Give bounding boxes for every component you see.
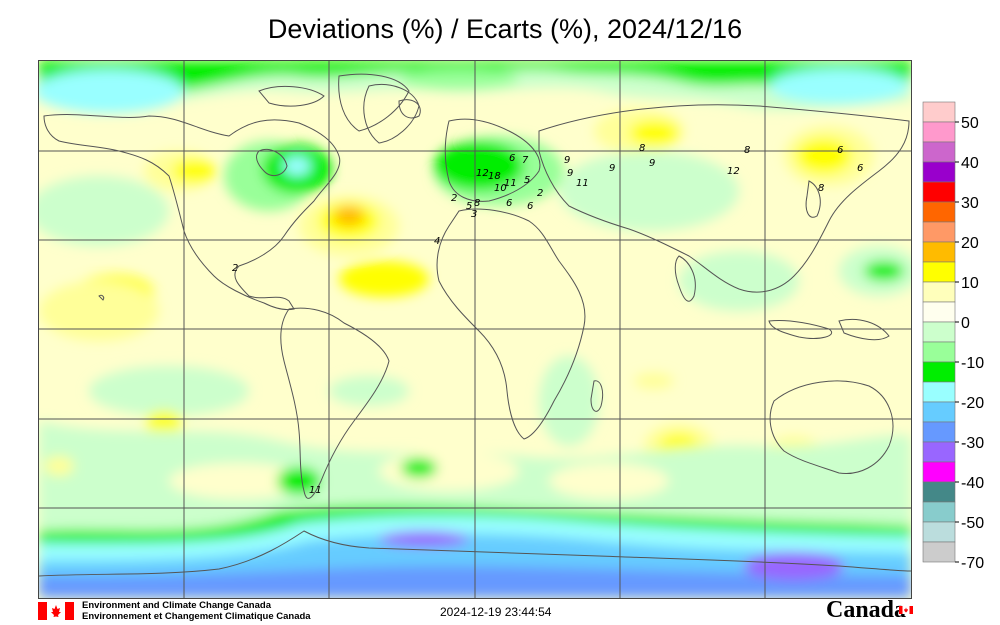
legend-swatch bbox=[922, 321, 956, 343]
legend-swatch bbox=[922, 361, 956, 383]
legend-swatch bbox=[922, 441, 956, 463]
graticule bbox=[39, 61, 911, 598]
legend-swatch bbox=[922, 301, 956, 323]
coastlines bbox=[38, 73, 912, 577]
station-label: 3 bbox=[471, 209, 477, 220]
station-label: 10 bbox=[494, 183, 507, 194]
station-label: 12 bbox=[727, 166, 740, 177]
map-canvas: 2 8 9 8 12 6 8 6 9 9 6 7 12 18 11 10 5 1… bbox=[29, 61, 919, 598]
deviation-map: 2 8 9 8 12 6 8 6 9 9 6 7 12 18 11 10 5 1… bbox=[29, 60, 919, 599]
canada-flag-icon bbox=[38, 602, 74, 625]
station-label: 8 bbox=[474, 198, 480, 209]
legend-swatch bbox=[922, 261, 956, 283]
legend-label: -10 bbox=[961, 355, 984, 372]
station-label: 2 bbox=[232, 263, 238, 274]
legend-swatch bbox=[922, 501, 956, 523]
station-label: 11 bbox=[576, 178, 589, 189]
legend-swatch bbox=[922, 401, 956, 423]
station-label: 9 bbox=[649, 158, 655, 169]
legend-swatch bbox=[922, 481, 956, 503]
legend-label: 40 bbox=[961, 155, 979, 172]
station-label: 2 bbox=[451, 193, 457, 204]
station-label: 8 bbox=[818, 183, 824, 194]
legend-label: -30 bbox=[961, 435, 984, 452]
legend-swatch bbox=[922, 241, 956, 263]
legend-label: -20 bbox=[961, 395, 984, 412]
station-label: 9 bbox=[567, 168, 573, 179]
station-label: 12 bbox=[476, 168, 489, 179]
legend-swatch bbox=[922, 121, 956, 143]
legend-label: -40 bbox=[961, 475, 984, 492]
station-label: 2 bbox=[537, 188, 543, 199]
station-label: 4 bbox=[434, 236, 440, 247]
legend-swatch bbox=[922, 161, 956, 183]
station-label: 8 bbox=[639, 143, 645, 154]
station-label: 5 bbox=[524, 175, 530, 186]
legend-label: 30 bbox=[961, 195, 979, 212]
legend-swatch bbox=[922, 201, 956, 223]
station-label: 5 bbox=[466, 201, 472, 212]
legend-label: 50 bbox=[961, 115, 979, 132]
station-label: 6 bbox=[509, 153, 515, 164]
station-label: 9 bbox=[609, 163, 615, 174]
color-legend: 50 40 30 20 10 0 -10 -20 -30 -40 -50 -70 bbox=[921, 100, 1000, 572]
legend-swatch bbox=[922, 461, 956, 483]
station-label: 8 bbox=[744, 145, 750, 156]
legend-label: -50 bbox=[961, 515, 984, 532]
station-label: 9 bbox=[564, 155, 570, 166]
map-title: Deviations (%) / Ecarts (%), 2024/12/16 bbox=[267, 14, 743, 44]
station-label: 6 bbox=[837, 145, 843, 156]
station-label: 6 bbox=[527, 201, 533, 212]
station-label: 6 bbox=[506, 198, 512, 209]
station-label: 11 bbox=[309, 485, 322, 496]
legend-swatch bbox=[922, 221, 956, 243]
timestamp: 2024-12-19 23:44:54 bbox=[440, 605, 552, 619]
station-label: 18 bbox=[488, 171, 501, 182]
station-label: 7 bbox=[522, 155, 529, 166]
station-label: 11 bbox=[504, 178, 517, 189]
legend-swatch bbox=[922, 341, 956, 363]
legend-swatch bbox=[922, 521, 956, 543]
legend-swatch bbox=[922, 281, 956, 303]
agency-name-en: Environment and Climate Change Canada bbox=[82, 600, 271, 611]
agency-name-fr: Environnement et Changement Climatique C… bbox=[82, 611, 311, 622]
legend-label: 0 bbox=[961, 315, 970, 332]
agency-name: Environment and Climate Change Canada En… bbox=[82, 600, 311, 622]
legend-label: 10 bbox=[961, 275, 979, 292]
legend-swatch bbox=[922, 141, 956, 163]
legend-swatch bbox=[922, 101, 956, 123]
legend-swatch bbox=[922, 381, 956, 403]
legend-label: -70 bbox=[961, 555, 984, 568]
legend-swatch bbox=[922, 541, 956, 563]
legend-canvas: 50 40 30 20 10 0 -10 -20 -30 -40 -50 -70 bbox=[922, 101, 984, 572]
wordmark-flag-icon bbox=[899, 601, 913, 619]
station-label: 6 bbox=[857, 163, 863, 174]
legend-swatch bbox=[922, 181, 956, 203]
legend-label: 20 bbox=[961, 235, 979, 252]
legend-swatch bbox=[922, 421, 956, 443]
station-labels: 2 8 9 8 12 6 8 6 9 9 6 7 12 18 11 10 5 1… bbox=[232, 143, 863, 496]
canada-wordmark: Canada bbox=[826, 597, 907, 623]
